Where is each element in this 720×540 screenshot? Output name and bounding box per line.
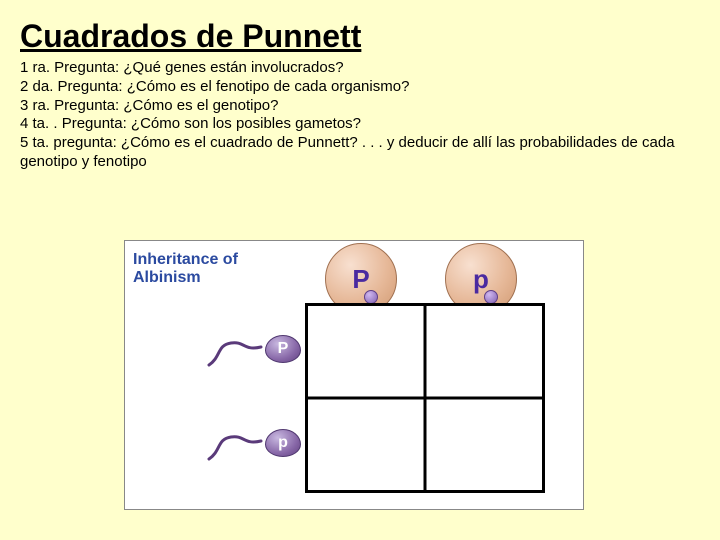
inheritance-label: Inheritance of Albinism bbox=[133, 251, 238, 286]
sperm-top-allele: P bbox=[278, 340, 289, 358]
egg-nucleus-icon bbox=[484, 290, 498, 304]
inheritance-label-line2: Albinism bbox=[133, 269, 201, 286]
sperm-icon: p bbox=[211, 423, 301, 463]
punnett-diagram: Inheritance of Albinism P p P p bbox=[124, 240, 584, 510]
sperm-head-icon: p bbox=[265, 429, 301, 457]
question-2: 2 da. Pregunta: ¿Cómo es el fenotipo de … bbox=[20, 78, 700, 97]
questions-block: 1 ra. Pregunta: ¿Qué genes están involuc… bbox=[20, 59, 700, 172]
egg-right-allele: p bbox=[473, 264, 489, 295]
question-3: 3 ra. Pregunta: ¿Cómo es el genotipo? bbox=[20, 97, 700, 116]
sperm-tail-icon bbox=[207, 329, 271, 369]
punnett-grid bbox=[305, 303, 545, 493]
question-4: 4 ta. . Pregunta: ¿Cómo son los posibles… bbox=[20, 115, 700, 134]
sperm-bottom-allele: p bbox=[278, 434, 288, 452]
question-5: 5 ta. pregunta: ¿Cómo es el cuadrado de … bbox=[20, 134, 700, 172]
page-title: Cuadrados de Punnett bbox=[20, 18, 700, 55]
egg-nucleus-icon bbox=[364, 290, 378, 304]
question-1: 1 ra. Pregunta: ¿Qué genes están involuc… bbox=[20, 59, 700, 78]
inheritance-label-line1: Inheritance of bbox=[133, 251, 238, 268]
sperm-icon: P bbox=[211, 329, 301, 369]
sperm-head-icon: P bbox=[265, 335, 301, 363]
sperm-tail-icon bbox=[207, 423, 271, 463]
